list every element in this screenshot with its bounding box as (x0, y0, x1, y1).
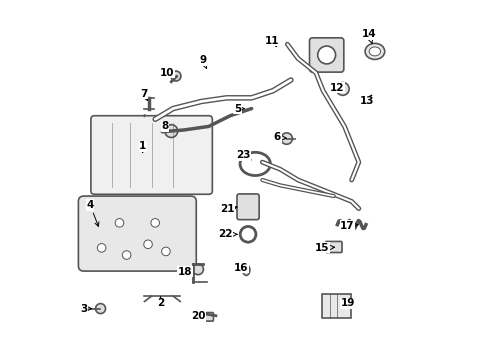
Circle shape (171, 71, 181, 81)
Circle shape (95, 303, 105, 314)
FancyBboxPatch shape (309, 38, 343, 72)
Circle shape (115, 219, 123, 227)
Circle shape (162, 247, 170, 256)
FancyBboxPatch shape (322, 294, 350, 318)
Text: 20: 20 (190, 311, 205, 321)
Text: 10: 10 (160, 68, 174, 78)
Circle shape (151, 219, 159, 227)
FancyBboxPatch shape (325, 242, 341, 252)
Text: 2: 2 (157, 297, 164, 308)
Text: 21: 21 (220, 204, 237, 214)
Text: 8: 8 (161, 121, 169, 131)
Text: 4: 4 (86, 200, 99, 226)
Text: 17: 17 (339, 221, 357, 231)
Text: 13: 13 (359, 95, 373, 107)
Text: 19: 19 (340, 298, 355, 308)
FancyBboxPatch shape (202, 312, 213, 321)
FancyBboxPatch shape (78, 196, 196, 271)
Ellipse shape (365, 43, 384, 59)
Text: 7: 7 (140, 89, 147, 100)
Ellipse shape (242, 265, 249, 275)
Circle shape (317, 46, 335, 64)
Circle shape (336, 82, 348, 95)
FancyBboxPatch shape (91, 116, 212, 194)
Text: 11: 11 (264, 36, 279, 46)
Circle shape (122, 251, 131, 259)
Circle shape (143, 240, 152, 249)
Text: 16: 16 (233, 262, 248, 273)
Text: 14: 14 (361, 29, 375, 43)
Text: 18: 18 (177, 267, 192, 277)
Text: 22: 22 (218, 229, 237, 239)
Text: 12: 12 (329, 83, 344, 93)
Text: 9: 9 (199, 55, 206, 68)
FancyBboxPatch shape (237, 194, 259, 220)
Text: 1: 1 (139, 141, 146, 152)
Text: 5: 5 (233, 104, 244, 113)
Text: 6: 6 (273, 132, 286, 143)
Text: 3: 3 (80, 303, 91, 314)
Text: 23: 23 (236, 150, 251, 160)
Circle shape (97, 244, 106, 252)
Ellipse shape (368, 47, 380, 56)
Circle shape (192, 264, 203, 275)
Circle shape (164, 125, 177, 138)
Circle shape (281, 133, 292, 144)
Text: 15: 15 (314, 243, 334, 253)
